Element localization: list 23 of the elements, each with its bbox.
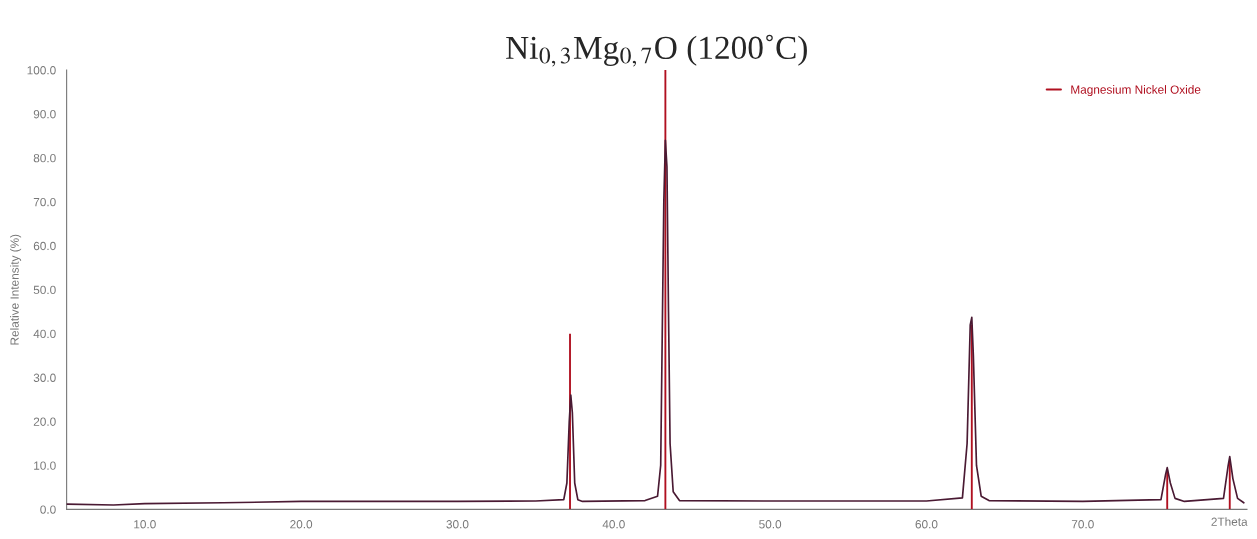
y-tick-label: 30.0: [33, 373, 56, 382]
chart-title: Ni$_{0,3}$Mg$_{0,7}$O (1200˚C): [506, 34, 807, 67]
x-tick-label: 70.0: [1071, 520, 1094, 529]
x-tick-label: 50.0: [759, 520, 782, 529]
x-tick-label: 20.0: [290, 520, 313, 529]
y-tick-label: 40.0: [33, 329, 56, 339]
y-tick-label: 80.0: [33, 153, 56, 163]
x-tick-label: 10.0: [134, 520, 156, 529]
y-tick-label: 70.0: [33, 197, 56, 207]
x-axis-title: 2Theta: [1211, 517, 1248, 526]
y-tick-label: 90.0: [33, 110, 56, 119]
x-tick-label: 40.0: [602, 520, 625, 529]
y-tick-label: 10.0: [34, 461, 56, 470]
x-tick-label: 30.0: [446, 520, 469, 529]
legend-label: Magnesium Nickel Oxide: [1071, 85, 1201, 97]
y-tick-label: 50.0: [33, 285, 56, 295]
line-series: [66, 139, 1245, 506]
y-tick-label: 100.0: [27, 66, 56, 75]
y-axis-title: Relative Intensity (%): [10, 234, 22, 345]
x-tick-label: 60.0: [915, 520, 938, 529]
y-tick-label: 20.0: [33, 417, 56, 426]
y-tick-label: 0.0: [40, 505, 56, 514]
y-tick-label: 60.0: [33, 241, 56, 251]
